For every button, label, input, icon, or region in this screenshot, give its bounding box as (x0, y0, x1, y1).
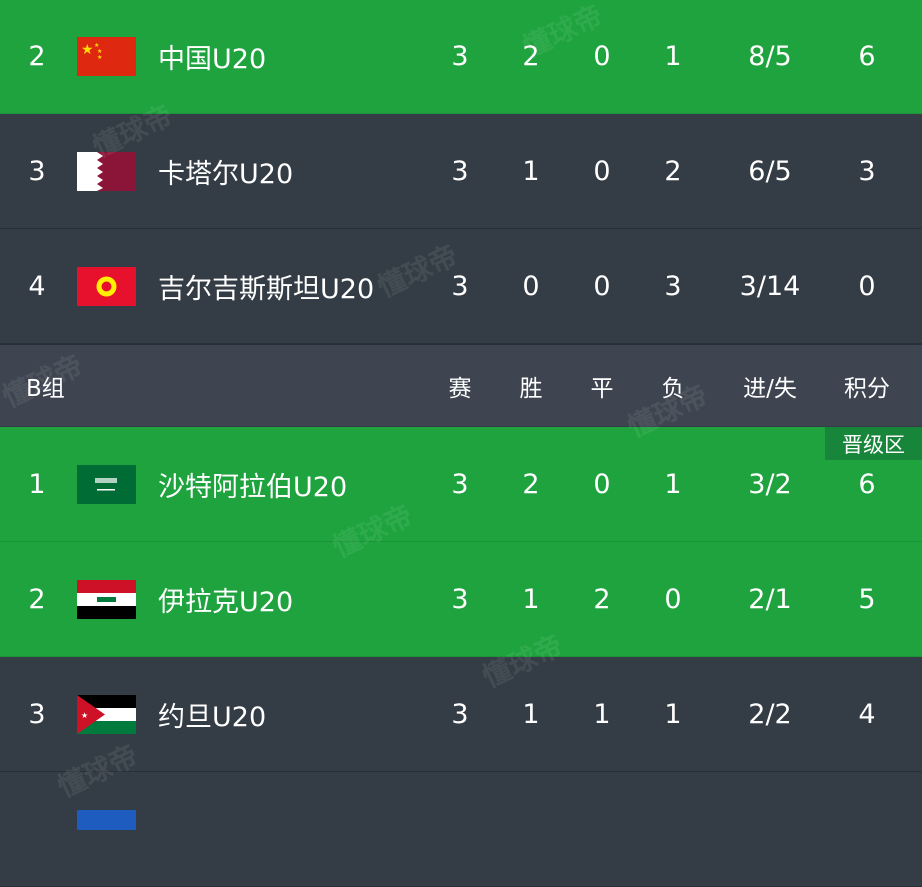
team-row[interactable]: 3 卡塔尔U20 3 1 0 2 6/5 3 (0, 114, 922, 229)
drawn-value: 0 (593, 270, 611, 302)
played-value: 3 (451, 40, 469, 72)
team-name: 伊拉克U20 (158, 586, 294, 618)
goals-value: 2/2 (748, 698, 792, 730)
points-value: 5 (858, 583, 876, 615)
played-value: 3 (451, 698, 469, 730)
points-value: 3 (858, 155, 876, 187)
played-value: 3 (451, 583, 469, 615)
column-header: 进/失 (743, 375, 797, 402)
drawn-value: 0 (593, 40, 611, 72)
jordan-flag: ★ (77, 695, 136, 734)
group-title: B组 (26, 375, 65, 402)
china-flag: ★ ★ ★ ★ (77, 37, 136, 76)
rank: 3 (28, 155, 46, 187)
team-name: 约旦U20 (158, 701, 267, 733)
lost-value: 3 (664, 270, 682, 302)
rank: 3 (28, 698, 46, 730)
won-value: 1 (522, 583, 540, 615)
won-value: 2 (522, 468, 540, 500)
team-row-partial[interactable] (0, 772, 922, 887)
team-row[interactable]: 2 伊拉克U20 3 1 2 0 2/1 5 (0, 542, 922, 657)
team-row[interactable]: 4 吉尔吉斯斯坦U20 3 0 0 3 3/14 0 (0, 229, 922, 344)
rank: 2 (28, 583, 46, 615)
lost-value: 1 (664, 468, 682, 500)
played-value: 3 (451, 270, 469, 302)
team-row[interactable]: 2 ★ ★ ★ ★ 中国U20 3 2 0 1 8/5 6 (0, 0, 922, 114)
lost-value: 1 (664, 698, 682, 730)
won-value: 2 (522, 40, 540, 72)
svg-text:★: ★ (97, 48, 102, 55)
rank: 2 (28, 40, 46, 72)
svg-text:★: ★ (81, 42, 94, 58)
goals-value: 6/5 (748, 155, 792, 187)
points-value: 0 (858, 270, 876, 302)
team-row[interactable]: 3 ★ 约旦U20 3 1 1 1 2/2 4 (0, 657, 922, 772)
drawn-value: 0 (593, 468, 611, 500)
svg-text:★: ★ (81, 711, 88, 720)
rank: 1 (28, 468, 46, 500)
team-name: 中国U20 (158, 43, 267, 75)
played-value: 3 (451, 155, 469, 187)
goals-value: 3/14 (739, 270, 801, 302)
qatar-flag (77, 152, 136, 191)
drawn-value: 1 (593, 698, 611, 730)
won-value: 1 (522, 155, 540, 187)
team-name: 沙特阿拉伯U20 (158, 471, 348, 503)
column-header: 平 (590, 375, 614, 402)
svg-text:★: ★ (97, 54, 102, 61)
played-value: 3 (451, 468, 469, 500)
team-row[interactable]: 1 沙特阿拉伯U20 3 2 0 1 3/2 6 晋级区 (0, 427, 922, 542)
column-header: 负 (661, 375, 685, 402)
won-value: 0 (522, 270, 540, 302)
column-header: 积分 (844, 375, 890, 402)
column-header: 胜 (519, 375, 543, 402)
lost-value: 0 (664, 583, 682, 615)
drawn-value: 0 (593, 155, 611, 187)
rank: 4 (28, 270, 46, 302)
saudi-arabia-flag (77, 465, 136, 504)
flag-partial (77, 810, 136, 830)
points-value: 6 (858, 40, 876, 72)
drawn-value: 2 (593, 583, 611, 615)
team-name: 卡塔尔U20 (158, 158, 294, 190)
lost-value: 2 (664, 155, 682, 187)
svg-text:★: ★ (94, 42, 99, 49)
points-value: 4 (858, 698, 876, 730)
team-name: 吉尔吉斯斯坦U20 (158, 273, 375, 305)
goals-value: 3/2 (748, 468, 792, 500)
won-value: 1 (522, 698, 540, 730)
points-value: 6 (858, 468, 876, 500)
lost-value: 1 (664, 40, 682, 72)
column-header: 赛 (448, 375, 472, 402)
kyrgyzstan-flag (77, 267, 136, 306)
iraq-flag (77, 580, 136, 619)
goals-value: 2/1 (748, 583, 792, 615)
group-header: B组 赛 胜 平 负 进/失 积分 (0, 344, 922, 426)
qualification-badge: 晋级区 (825, 427, 922, 460)
goals-value: 8/5 (748, 40, 792, 72)
